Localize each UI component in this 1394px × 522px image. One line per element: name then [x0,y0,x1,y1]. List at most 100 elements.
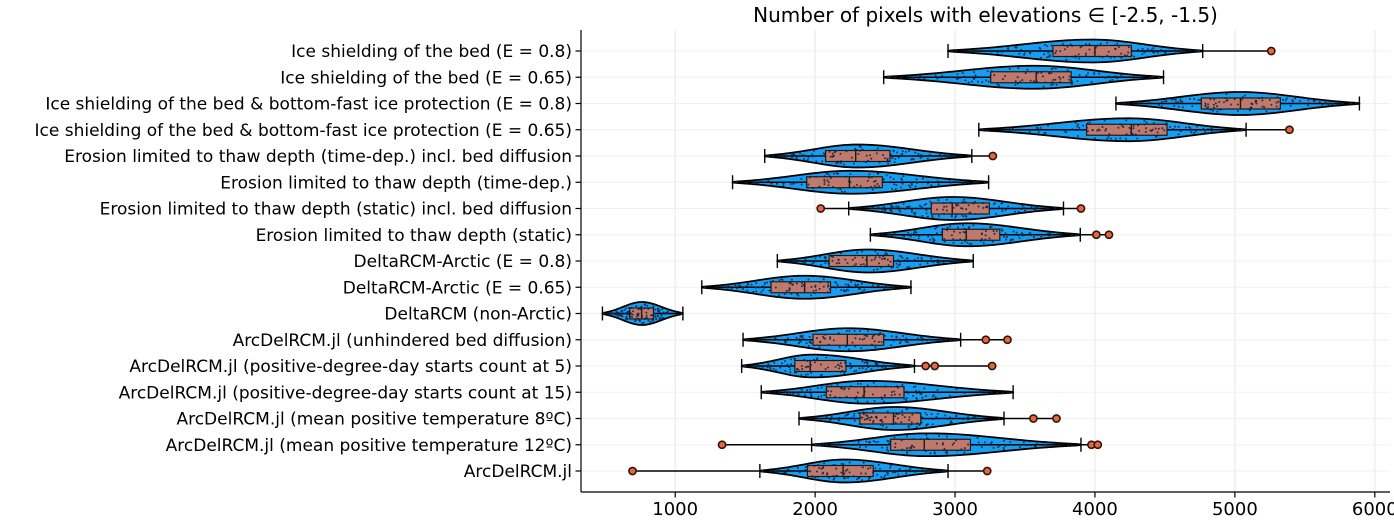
scatter-point [889,466,892,469]
scatter-point [1018,237,1021,240]
scatter-point [882,154,885,157]
scatter-point [658,309,661,312]
scatter-point [1077,123,1080,126]
scatter-point [858,337,861,340]
scatter-point [954,439,957,442]
scatter-point [974,200,976,203]
scatter-point [1059,77,1062,80]
scatter-point [900,255,903,258]
scatter-point [806,389,809,392]
scatter-point [921,155,924,158]
scatter-point [945,339,948,342]
scatter-point [1078,74,1081,77]
scatter-point [932,237,935,240]
scatter-point [1047,207,1050,210]
scatter-point [1029,52,1032,55]
scatter-point [929,200,932,203]
scatter-point [894,442,897,445]
scatter-point [810,364,812,366]
scatter-point [859,184,862,187]
scatter-point [1105,127,1108,130]
scatter-point [914,470,917,473]
scatter-point [823,337,825,340]
scatter-point [970,80,973,83]
scatter-point [924,417,927,420]
scatter-point [847,180,850,183]
scatter-point [996,51,999,54]
scatter-point [915,231,918,234]
scatter-point [1126,54,1129,57]
scatter-point [1090,81,1093,84]
scatter-point [856,283,859,286]
scatter-point [914,385,917,388]
scatter-point [881,179,884,182]
scatter-point [790,278,793,281]
scatter-point [862,263,865,266]
scatter-point [917,77,920,80]
scatter-point [637,314,640,317]
scatter-point [851,341,854,344]
scatter-point [821,160,824,163]
scatter-point [1224,97,1227,100]
scatter-point [834,417,836,420]
scatter-point [905,341,908,344]
scatter-point [1068,78,1071,81]
scatter-point [872,419,875,422]
scatter-point [974,212,977,215]
scatter-point [945,209,948,212]
scatter-point [957,204,960,207]
scatter-point [934,74,937,77]
scatter-point [997,417,1000,420]
scatter-point [903,235,906,238]
scatter-point [823,394,826,397]
scatter-point [1050,71,1053,74]
scatter-point [840,160,842,163]
scatter-point [962,230,965,233]
scatter-point [1002,128,1005,131]
scatter-point [738,283,740,286]
scatter-point [645,317,648,320]
scatter-point [930,257,932,260]
scatter-point [1207,106,1210,109]
scatter-point [844,414,847,417]
scatter-point [755,282,758,285]
scatter-point [811,155,814,158]
scatter-point [838,419,841,422]
scatter-point [861,360,864,363]
scatter-point [626,317,629,320]
scatter-point [918,390,921,393]
scatter-point [828,150,831,153]
scatter-point [1036,81,1039,84]
scatter-point [796,260,799,263]
scatter-point [833,151,836,154]
scatter-point [835,171,838,174]
scatter-point [874,362,877,365]
scatter-point [914,234,917,237]
scatter-point [1104,129,1107,132]
scatter-point [796,181,799,184]
scatter-point [957,260,960,263]
scatter-point [944,451,947,454]
box [806,176,883,189]
scatter-point [816,475,819,478]
scatter-point [990,225,993,228]
box [770,281,832,294]
scatter-point [773,337,776,340]
scatter-point [838,443,841,446]
scatter-point [819,256,822,259]
scatter-point [614,313,617,316]
scatter-point [937,469,940,472]
scatter-point [937,183,940,186]
scatter-point [881,207,884,210]
scatter-point [981,129,984,132]
scatter-point [893,436,896,439]
scatter-point [1024,209,1027,212]
scatter-point [1335,102,1338,105]
scatter-point [1190,131,1193,134]
scatter-point [925,434,928,437]
scatter-point [905,337,908,340]
scatter-point [899,186,902,189]
scatter-point [891,286,894,288]
scatter-point [1157,76,1160,79]
scatter-point [1119,55,1122,58]
